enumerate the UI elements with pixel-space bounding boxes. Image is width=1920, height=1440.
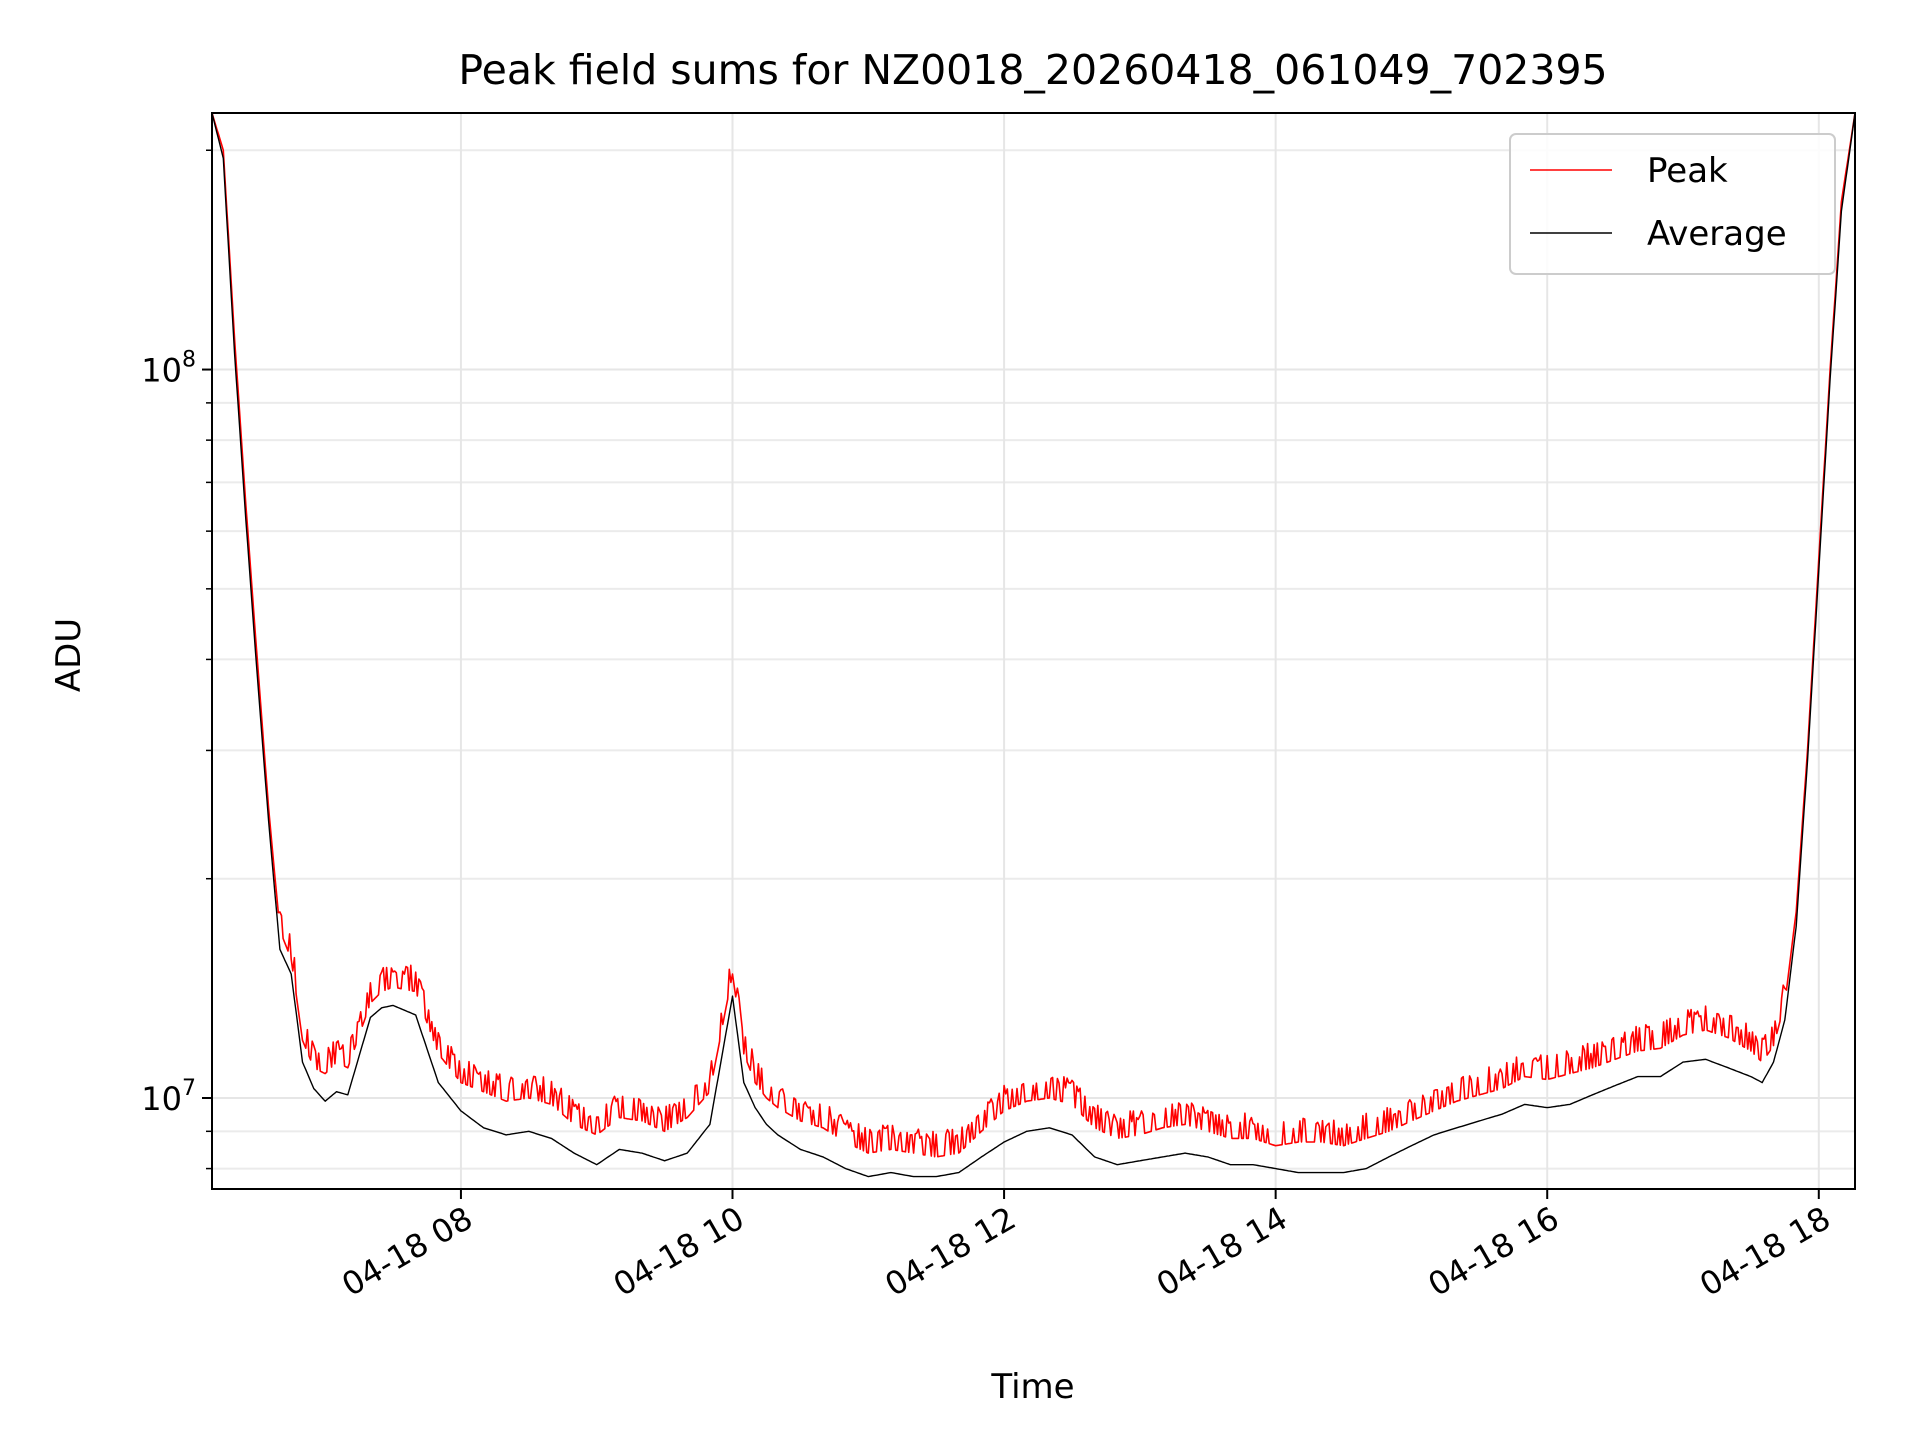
y-tick-label-base: 10 — [141, 352, 182, 390]
y-tick-label-exponent: 7 — [182, 1076, 196, 1101]
plot-series — [212, 113, 1855, 1178]
series-line-peak — [212, 113, 1855, 1158]
y-axis-label: ADU — [49, 618, 89, 692]
legend-label-peak: Peak — [1647, 151, 1728, 191]
y-tick-label: 108 — [141, 348, 196, 390]
legend-box — [1509, 133, 1836, 275]
legend: Peak Average — [1509, 133, 1836, 275]
series-line-average — [212, 113, 1855, 1178]
y-tick-label-base: 10 — [141, 1080, 182, 1118]
x-axis-label: Time — [990, 1367, 1074, 1407]
chart-title: Peak field sums for NZ0018_20260418_0610… — [458, 46, 1607, 94]
y-tick-label: 107 — [141, 1076, 196, 1118]
y-tick-label-exponent: 8 — [182, 348, 196, 373]
legend-label-average: Average — [1647, 214, 1787, 254]
plot-frame — [211, 112, 1856, 1190]
